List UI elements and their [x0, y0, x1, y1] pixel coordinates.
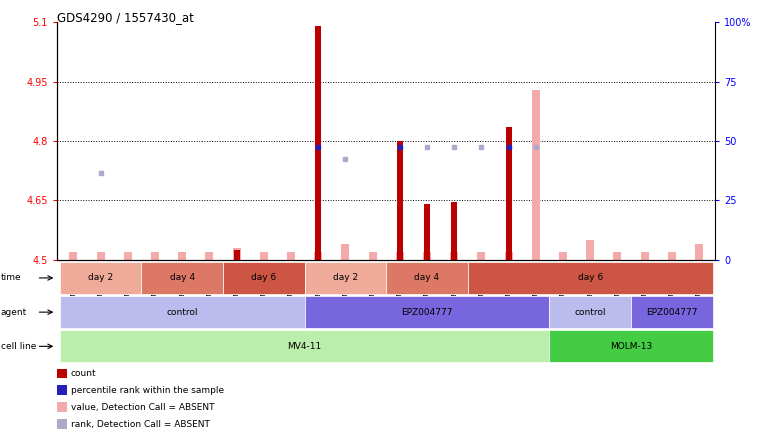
Text: day 4: day 4	[415, 274, 440, 282]
Bar	[505, 252, 513, 260]
Text: cell line: cell line	[1, 342, 36, 351]
Bar	[205, 252, 214, 260]
Text: EPZ004777: EPZ004777	[401, 308, 453, 317]
Bar	[424, 204, 430, 260]
Bar	[559, 252, 567, 260]
Bar	[69, 252, 78, 260]
Bar	[151, 252, 159, 260]
Bar	[667, 252, 676, 260]
Text: control: control	[575, 308, 606, 317]
Text: EPZ004777: EPZ004777	[646, 308, 698, 317]
Bar	[695, 244, 703, 260]
Bar	[451, 202, 457, 260]
Bar	[260, 252, 268, 260]
Text: day 6: day 6	[251, 274, 276, 282]
Bar	[423, 252, 431, 260]
Text: day 2: day 2	[88, 274, 113, 282]
Text: day 4: day 4	[170, 274, 195, 282]
Text: value, Detection Call = ABSENT: value, Detection Call = ABSENT	[71, 403, 215, 412]
Bar	[97, 252, 105, 260]
Bar	[479, 260, 485, 305]
Text: count: count	[71, 369, 97, 378]
Bar	[368, 252, 377, 260]
Bar	[532, 90, 540, 260]
Bar	[315, 26, 321, 260]
Bar	[641, 252, 648, 260]
Text: MOLM-13: MOLM-13	[610, 342, 652, 351]
Text: GDS4290 / 1557430_at: GDS4290 / 1557430_at	[57, 11, 194, 24]
Bar	[178, 252, 186, 260]
Bar	[613, 252, 622, 260]
Text: percentile rank within the sample: percentile rank within the sample	[71, 386, 224, 395]
Text: agent: agent	[1, 308, 27, 317]
Bar	[233, 248, 240, 260]
Bar	[396, 252, 404, 260]
Bar	[586, 240, 594, 260]
Bar	[124, 252, 132, 260]
Bar	[314, 252, 323, 260]
Bar	[477, 252, 486, 260]
Bar	[342, 244, 349, 260]
Text: control: control	[167, 308, 198, 317]
Bar	[287, 252, 295, 260]
Text: rank, Detection Call = ABSENT: rank, Detection Call = ABSENT	[71, 420, 209, 428]
Text: day 6: day 6	[578, 274, 603, 282]
Bar	[396, 141, 403, 260]
Bar	[505, 127, 511, 260]
Text: MV4-11: MV4-11	[288, 342, 322, 351]
Bar	[234, 250, 240, 260]
Text: day 2: day 2	[333, 274, 358, 282]
Text: time: time	[1, 274, 21, 282]
Bar	[450, 252, 458, 260]
